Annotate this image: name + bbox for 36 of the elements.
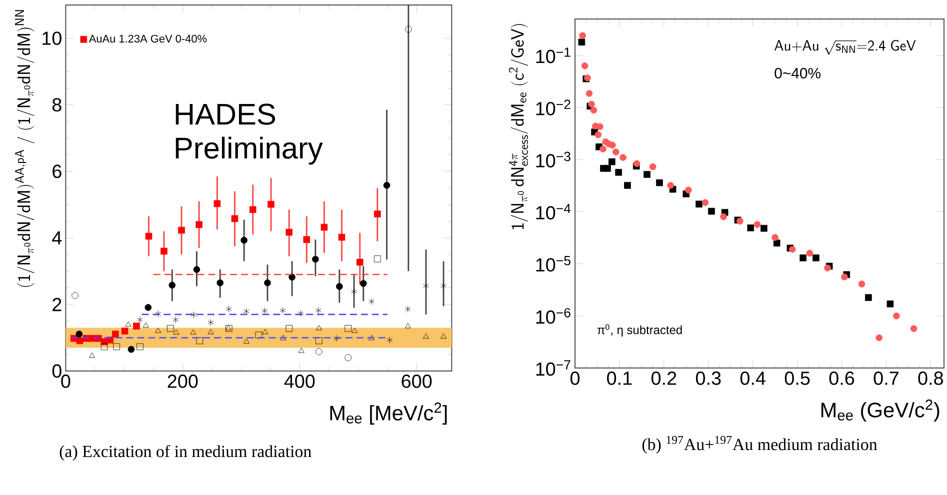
y-tick-label: 10$^{−4}$ [536, 204, 571, 220]
y-tick-label: 10$^{−1}$ [536, 48, 570, 64]
annotation: HADES Preliminary [176, 104, 323, 165]
y-tick-label: 10 [42, 32, 62, 45]
annotation: $\mathsf{Au{+}Au\ \sqrt{s_{NN}}{=}2.4\ GeV}$ [774, 40, 916, 55]
x-tick-label: 200 [168, 374, 198, 388]
y-tick-label: 10$^{−5}$ [536, 256, 570, 272]
x-tick-label: 0.1 [607, 372, 632, 385]
x-tick-label: 0.8 [918, 372, 944, 385]
y-tick-label: 10$^{−3}$ [536, 152, 570, 168]
legend-label: AuAu 1.23A GeV 0-40% [88, 34, 207, 43]
y-tick-label: 10$^{−6}$ [536, 308, 570, 324]
annotation: 0~40% [774, 68, 820, 78]
text: (a) Excitation of in medium radiation [60, 445, 312, 461]
x-tick-label: 0 [570, 372, 580, 385]
x-tick-label: 0.2 [652, 372, 676, 385]
y-tick-label: 6 [52, 164, 62, 178]
y-axis-title: $\mathsf{(1/N_{\pi^0}dN/dM)^{AA,pA}\ /\ (1/N_{\pi^0}dN/dM)^{NN}}$ [15, 10, 34, 287]
y-tick-label: 2 [52, 298, 62, 312]
x-tick-label: 0.6 [829, 372, 854, 385]
x-axis-title: M$_{ee}$ [MeV/c$^{2}$] [330, 402, 447, 425]
x-tick-label: 0.3 [696, 372, 721, 385]
x-tick-label: 0.5 [784, 372, 810, 385]
y-tick-label: 8 [52, 98, 62, 112]
x-tick-label: 400 [284, 374, 315, 388]
x-tick-label: 0 [61, 374, 70, 388]
y-axis-title: $\mathsf{1/N_{\pi^0}\,dN^{4\pi}_{excess}/dM_{ee}\ (c^2/GeV)}$ [508, 24, 528, 230]
text: (b) $^{197}$Au+$^{197}$Au medium radiation [642, 436, 878, 454]
y-tick-label: 4 [52, 231, 62, 244]
x-axis-title: M$_{ee}$ (GeV/c$^{2}$) [821, 400, 940, 422]
y-tick-label: 10$^{−2}$ [536, 100, 570, 116]
y-tick-label: 10$^{−7}$ [536, 360, 570, 376]
x-tick-label: 0.4 [740, 372, 766, 385]
x-tick-label: 600 [402, 374, 432, 388]
annotation: π$^{0}$, η subtracted [597, 324, 682, 337]
x-tick-label: 0.7 [874, 372, 898, 385]
